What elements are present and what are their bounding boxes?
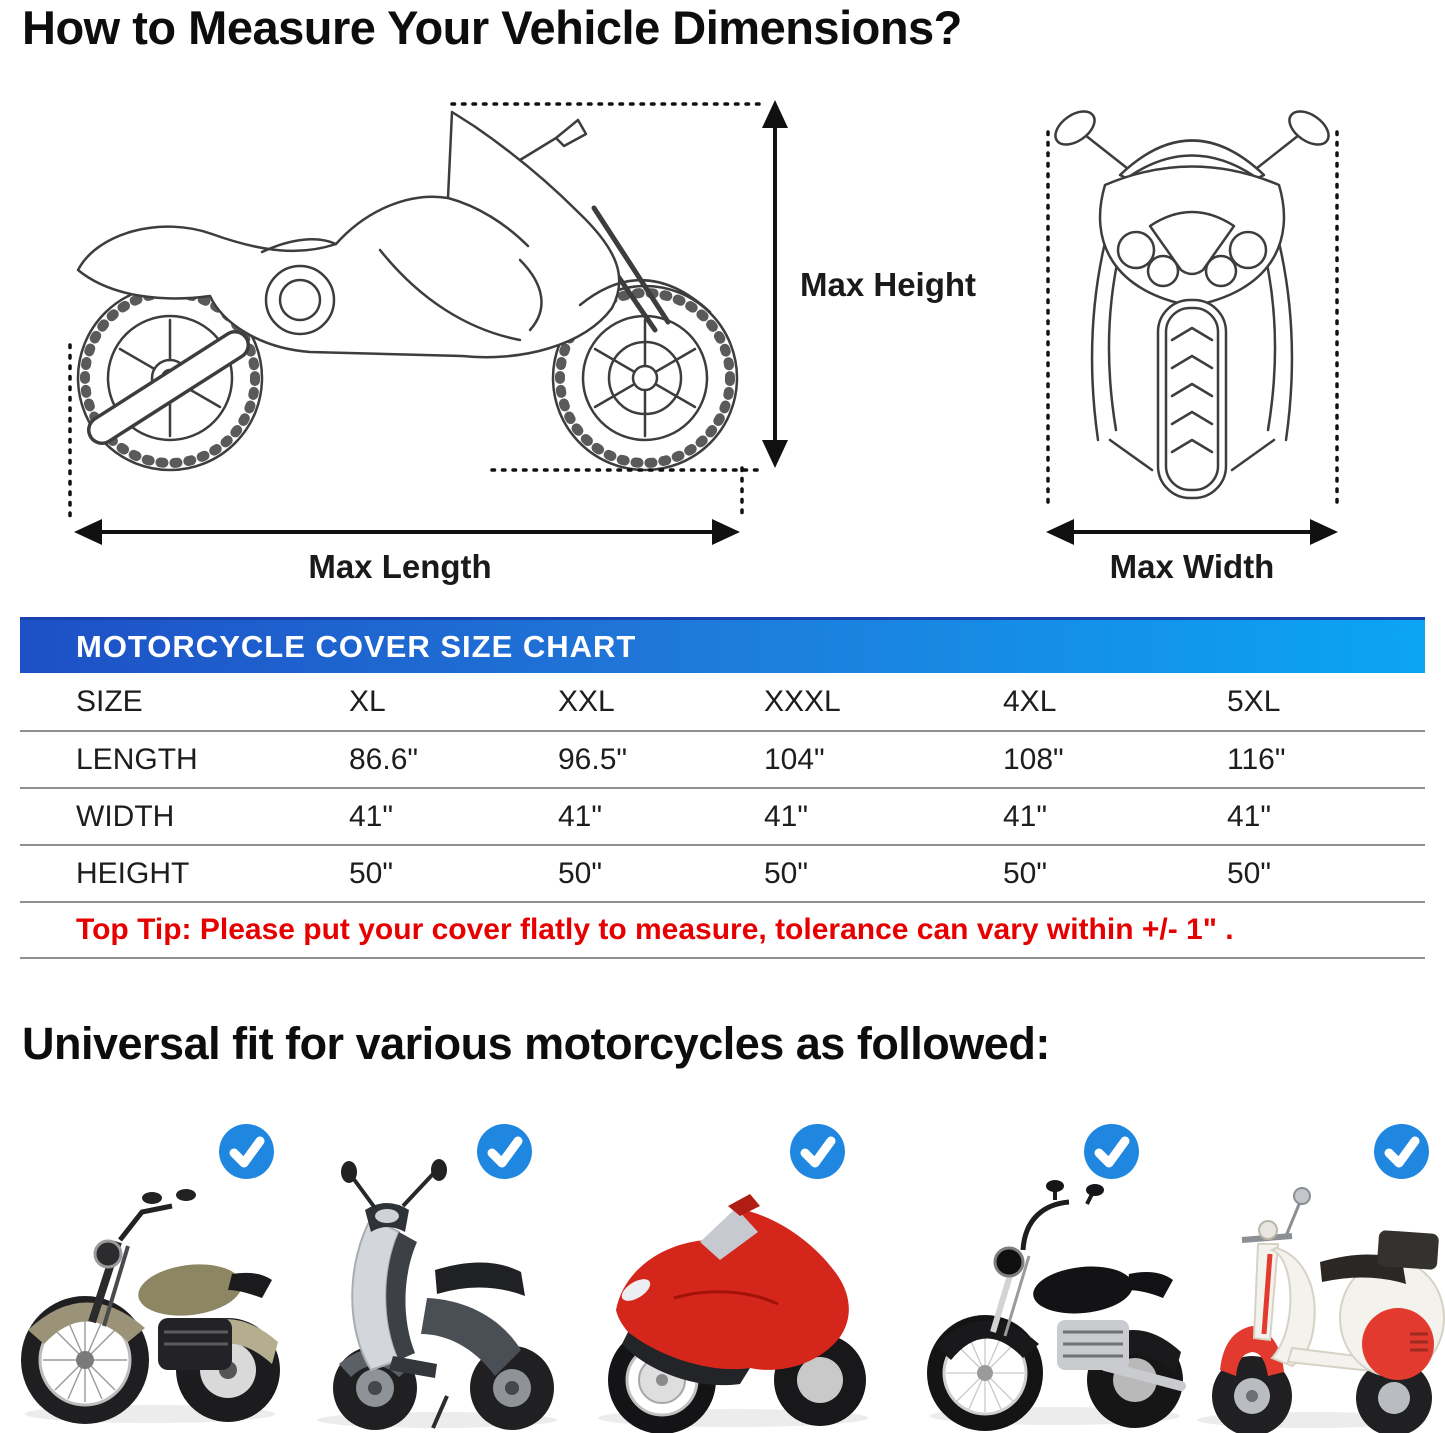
cell-value: 41" bbox=[349, 799, 394, 833]
red-white-classic-scooter-photo bbox=[1197, 1187, 1445, 1433]
cell-value: 41" bbox=[558, 799, 603, 833]
col-header-5xl: 5XL bbox=[1227, 684, 1281, 718]
cell-value: 104" bbox=[764, 742, 825, 776]
col-header-4xl: 4XL bbox=[1003, 684, 1057, 718]
motorcycle-front-view-drawing bbox=[1054, 110, 1330, 500]
check-icon bbox=[1084, 1124, 1139, 1179]
motorcycle-gallery bbox=[0, 1148, 1445, 1433]
max-length-label: Max Length bbox=[308, 548, 492, 585]
motorcycle-side-view-drawing bbox=[76, 110, 739, 472]
cell-value: 50" bbox=[1227, 856, 1272, 890]
table-row-length: LENGTH 86.6" 96.5" 104" 108" 116" bbox=[20, 730, 1425, 787]
table-row-width: WIDTH 41" 41" 41" 41" 41" bbox=[20, 787, 1425, 844]
col-header-size: SIZE bbox=[76, 684, 143, 718]
table-row-size: SIZE XL XXL XXXL 4XL 5XL bbox=[20, 673, 1425, 730]
cell-value: 50" bbox=[1003, 856, 1048, 890]
black-cruiser-motorcycle-photo bbox=[927, 1180, 1186, 1431]
table-row-height: HEIGHT 50" 50" 50" 50" 50" bbox=[20, 844, 1425, 901]
measurement-diagram bbox=[68, 100, 1339, 545]
check-icon bbox=[790, 1124, 845, 1179]
cell-value: 50" bbox=[349, 856, 394, 890]
red-sport-motorcycle-photo bbox=[598, 1194, 868, 1433]
size-chart-title: MOTORCYCLE COVER SIZE CHART bbox=[20, 617, 1425, 673]
row-label: WIDTH bbox=[76, 799, 175, 833]
col-header-xxxl: XXXL bbox=[764, 684, 841, 718]
row-label: LENGTH bbox=[76, 742, 198, 776]
check-icon bbox=[219, 1124, 274, 1179]
cell-value: 50" bbox=[558, 856, 603, 890]
front-wheel bbox=[551, 284, 739, 472]
section-title: Universal fit for various motorcycles as… bbox=[22, 1018, 1050, 1069]
max-height-label: Max Height bbox=[800, 266, 977, 303]
col-header-xl: XL bbox=[349, 684, 386, 718]
cell-value: 41" bbox=[1227, 799, 1272, 833]
cell-value: 86.6" bbox=[349, 742, 419, 776]
cell-value: 41" bbox=[1003, 799, 1048, 833]
size-chart-table: MOTORCYCLE COVER SIZE CHART SIZE XL XXL … bbox=[20, 617, 1425, 959]
cell-value: 108" bbox=[1003, 742, 1064, 776]
cell-value: 50" bbox=[764, 856, 809, 890]
check-icon bbox=[477, 1124, 532, 1179]
row-label: HEIGHT bbox=[76, 856, 190, 890]
page-title: How to Measure Your Vehicle Dimensions? bbox=[22, 1, 962, 54]
measurement-guides bbox=[68, 100, 1339, 545]
measurement-tip: Top Tip: Please put your cover flatly to… bbox=[20, 901, 1425, 959]
max-width-label: Max Width bbox=[1109, 548, 1275, 585]
olive-cruiser-motorcycle-photo bbox=[21, 1189, 280, 1424]
check-icon bbox=[1374, 1124, 1429, 1179]
cell-value: 96.5" bbox=[558, 742, 628, 776]
cell-value: 116" bbox=[1227, 742, 1286, 776]
silver-scooter-photo bbox=[317, 1159, 557, 1430]
col-header-xxl: XXL bbox=[558, 684, 615, 718]
cell-value: 41" bbox=[764, 799, 809, 833]
